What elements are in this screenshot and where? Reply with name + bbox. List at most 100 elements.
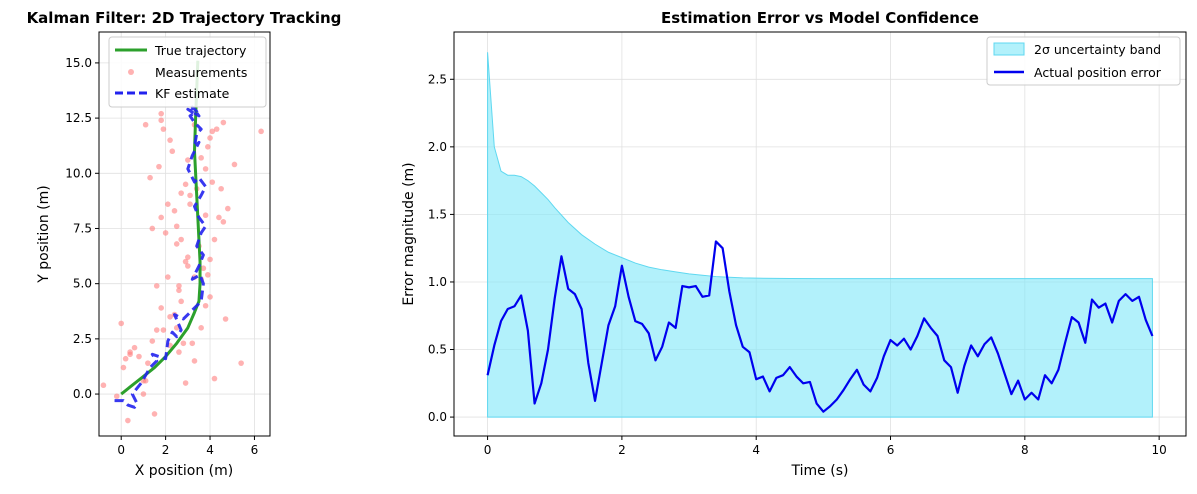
legend-uncertainty-band-label: 2σ uncertainty band [1034, 42, 1161, 57]
measurement-point [153, 283, 160, 289]
measurement-point [182, 258, 189, 265]
measurement-point [118, 320, 125, 327]
legend-position-error-label: Actual position error [1034, 65, 1162, 80]
measurement-point [160, 327, 167, 333]
measurement-point [131, 344, 138, 351]
measurement-point [211, 375, 218, 382]
error-y-tick-label: 1.0 [428, 275, 447, 289]
trajectory-panel: Kalman Filter: 2D Trajectory Tracking 0 2… [27, 9, 342, 479]
trajectory-x-tick-label: 6 [251, 443, 259, 457]
measurement-point [218, 185, 224, 192]
error-legend-box [986, 36, 1181, 86]
measurement-point [158, 110, 164, 117]
measurement-point [207, 256, 213, 263]
trajectory-plot-area [100, 60, 264, 424]
error-y-tick-label: 2.0 [428, 140, 447, 154]
error-ticks: 0 2 4 6 8 10 0.0 0.5 1.0 1.5 2.0 2.5 [428, 72, 1167, 457]
measurement-point [205, 143, 211, 150]
measurement-point [173, 223, 180, 230]
measurement-point [211, 236, 218, 243]
trajectory-y-tick-label: 0.0 [73, 387, 92, 401]
measurement-point [220, 119, 227, 126]
measurement-point [171, 208, 178, 214]
error-plot-area [486, 52, 1154, 418]
measurement-point [216, 214, 222, 221]
error-y-axis-label: Error magnitude (m) [401, 162, 417, 305]
trajectory-y-tick-label: 12.5 [65, 111, 92, 125]
measurement-point [151, 411, 158, 417]
measurement-point [158, 117, 164, 124]
measurement-point [185, 157, 191, 163]
measurement-point [238, 360, 244, 366]
trajectory-x-tick-label: 4 [206, 443, 214, 457]
measurement-point [198, 325, 204, 331]
measurement-point [120, 364, 127, 371]
trajectory-x-tick-label: 0 [117, 443, 125, 457]
trajectory-y-tick-label: 15.0 [65, 56, 92, 70]
error-x-tick-label: 0 [484, 443, 492, 457]
measurement-point [169, 148, 176, 155]
position-error-line [486, 240, 1154, 413]
measurement-point [113, 393, 120, 400]
measurement-point [127, 349, 133, 355]
measurement-point [145, 360, 151, 366]
measurement-point [185, 263, 191, 269]
measurement-point [202, 166, 209, 172]
measurement-point [187, 201, 193, 207]
error-axes-frame [453, 31, 1187, 437]
measurement-point [231, 161, 238, 168]
measurement-point [178, 190, 184, 196]
trajectory-y-tick-label: 7.5 [73, 221, 92, 235]
trajectory-x-tick-label: 2 [162, 443, 170, 457]
measurement-point [167, 137, 173, 143]
measurement-point [180, 340, 187, 347]
measurement-point [207, 135, 213, 141]
error-y-tick-label: 2.5 [428, 72, 447, 86]
measurement-point [198, 155, 204, 161]
measurement-point [178, 298, 184, 305]
measurement-point [191, 358, 198, 364]
trajectory-y-tick-label: 2.5 [73, 332, 92, 346]
measurement-point [147, 174, 153, 181]
measurement-point [125, 417, 131, 424]
legend-measurements-label: Measurements [155, 65, 247, 80]
error-y-tick-label: 0.0 [428, 410, 447, 424]
measurement-point [213, 126, 220, 132]
measurement-point [176, 287, 182, 294]
measurement-point [207, 294, 213, 300]
error-x-tick-label: 2 [618, 443, 626, 457]
legend-true-trajectory-label: True trajectory [154, 43, 247, 58]
measurement-point [122, 355, 129, 362]
measurement-point [182, 380, 189, 386]
measurement-point [173, 241, 180, 247]
measurement-point [200, 265, 207, 272]
measurement-point [176, 349, 182, 355]
measurement-point [158, 214, 164, 221]
measurement-point [136, 353, 142, 360]
measurement-point [185, 254, 191, 260]
true-trajectory-line [120, 60, 202, 396]
measurement-point [158, 305, 164, 311]
measurement-point [100, 382, 107, 389]
measurement-point [165, 201, 171, 207]
error-chart-title: Estimation Error vs Model Confidence [661, 9, 979, 27]
error-x-tick-label: 10 [1151, 443, 1166, 457]
error-panel: Estimation Error vs Model Confidence 0 2 4… [401, 9, 1187, 479]
measurement-point [222, 316, 229, 322]
measurement-point [225, 205, 231, 212]
measurement-point [165, 274, 171, 280]
measurement-point [220, 219, 227, 225]
measurement-point [187, 192, 193, 199]
trajectory-chart-title: Kalman Filter: 2D Trajectory Tracking [27, 9, 342, 27]
measurement-point [142, 378, 149, 384]
measurement-point [140, 391, 147, 397]
error-x-tick-label: 4 [752, 443, 760, 457]
error-x-tick-label: 6 [887, 443, 895, 457]
measurement-point [167, 313, 173, 320]
legend-kf-estimate-label: KF estimate [155, 86, 230, 101]
measurement-point [258, 128, 264, 135]
uncertainty-band [487, 52, 1153, 418]
measurement-point [178, 236, 184, 243]
measurement-point [149, 225, 156, 232]
